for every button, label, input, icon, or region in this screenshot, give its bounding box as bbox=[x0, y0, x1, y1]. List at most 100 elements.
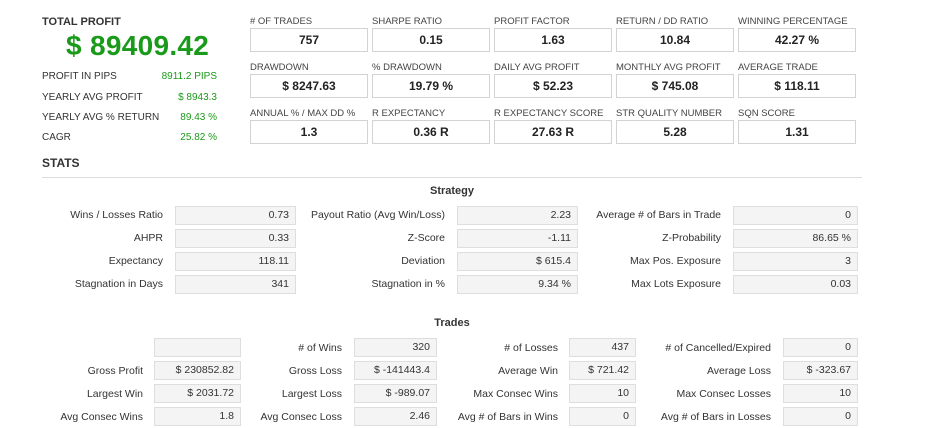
summary-value: 8911.2 PIPS bbox=[161, 71, 217, 82]
metric-value-sqn-score: 1.31 bbox=[738, 120, 856, 144]
trades-label: # of Wins bbox=[298, 342, 342, 354]
strategy-title: Strategy bbox=[429, 185, 475, 197]
trades-value: 1.8 bbox=[154, 407, 241, 426]
trades-value: $ 230852.82 bbox=[154, 361, 241, 380]
strategy-label: Payout Ratio (Avg Win/Loss) bbox=[310, 209, 445, 221]
trades-label: Avg Consec Wins bbox=[60, 411, 143, 423]
strategy-value: 0.33 bbox=[175, 229, 296, 248]
stats-divider bbox=[42, 177, 862, 178]
strategy-label: Wins / Losses Ratio bbox=[70, 209, 163, 221]
strategy-label: Stagnation in % bbox=[371, 278, 445, 290]
strategy-value: 9.34 % bbox=[457, 275, 578, 294]
strategy-label: Z-Score bbox=[407, 232, 445, 244]
trades-value: $ 721.42 bbox=[569, 361, 636, 380]
trades-value: 0 bbox=[569, 407, 636, 426]
strategy-value: 0.03 bbox=[733, 275, 858, 294]
trades-label: Average Win bbox=[498, 365, 558, 377]
summary-label: YEARLY AVG % RETURN bbox=[42, 112, 160, 123]
metric-value-drawdown: $ 8247.63 bbox=[250, 74, 368, 98]
metric-value-str-quality: 5.28 bbox=[616, 120, 734, 144]
stats-title: STATS bbox=[42, 156, 80, 170]
trades-value: 320 bbox=[354, 338, 437, 357]
metric-label: AVERAGE TRADE bbox=[738, 62, 818, 73]
strategy-label: Average # of Bars in Trade bbox=[596, 209, 721, 221]
metric-value-average-trade: $ 118.11 bbox=[738, 74, 856, 98]
metric-value-monthly-avg: $ 745.08 bbox=[616, 74, 734, 98]
trades-label: Avg # of Bars in Wins bbox=[457, 411, 558, 423]
strategy-value: -1.11 bbox=[457, 229, 578, 248]
metric-label: R EXPECTANCY SCORE bbox=[494, 108, 604, 119]
trades-value: $ -989.07 bbox=[354, 384, 437, 403]
trades-label: Gross Loss bbox=[288, 365, 342, 377]
summary-value: $ 8943.3 bbox=[178, 92, 217, 103]
strategy-label: Max Pos. Exposure bbox=[629, 255, 721, 267]
summary-label: CAGR bbox=[42, 132, 71, 143]
metric-label: DAILY AVG PROFIT bbox=[494, 62, 580, 73]
metric-value-r-expectancy-score: 27.63 R bbox=[494, 120, 612, 144]
trades-value bbox=[154, 338, 241, 357]
summary-value: 25.82 % bbox=[180, 132, 217, 143]
strategy-label: Stagnation in Days bbox=[74, 278, 163, 290]
metric-value-annual-maxdd: 1.3 bbox=[250, 120, 368, 144]
metric-label: SHARPE RATIO bbox=[372, 16, 443, 27]
metric-value-r-expectancy: 0.36 R bbox=[372, 120, 490, 144]
metric-value-trades: 757 bbox=[250, 28, 368, 52]
strategy-value: 2.23 bbox=[457, 206, 578, 225]
trades-label: Largest Loss bbox=[281, 388, 342, 400]
summary-value: 89.43 % bbox=[180, 112, 217, 123]
trades-value: 0 bbox=[783, 407, 858, 426]
trades-label: Avg Consec Loss bbox=[260, 411, 342, 423]
metric-label: SQN SCORE bbox=[738, 108, 796, 119]
metric-value-daily-avg: $ 52.23 bbox=[494, 74, 612, 98]
summary-label: YEARLY AVG PROFIT bbox=[42, 92, 143, 103]
trades-value: $ -141443.4 bbox=[354, 361, 437, 380]
total-profit-value: $ 89409.42 bbox=[66, 30, 210, 61]
trades-value: $ -323.67 bbox=[783, 361, 858, 380]
trades-title: Trades bbox=[434, 317, 470, 329]
strategy-value: 0.73 bbox=[175, 206, 296, 225]
metric-label: STR QUALITY NUMBER bbox=[616, 108, 722, 119]
summary-label: PROFIT IN PIPS bbox=[42, 71, 117, 82]
strategy-value: 341 bbox=[175, 275, 296, 294]
metric-value-sharpe: 0.15 bbox=[372, 28, 490, 52]
strategy-value: 86.65 % bbox=[733, 229, 858, 248]
trades-label: Avg # of Bars in Losses bbox=[660, 411, 771, 423]
trades-value: 10 bbox=[569, 384, 636, 403]
trades-value: 2.46 bbox=[354, 407, 437, 426]
metric-value-return-dd: 10.84 bbox=[616, 28, 734, 52]
strategy-value: 0 bbox=[733, 206, 858, 225]
metric-value-pct-drawdown: 19.79 % bbox=[372, 74, 490, 98]
total-profit-label: TOTAL PROFIT bbox=[42, 16, 121, 28]
metric-value-profit-factor: 1.63 bbox=[494, 28, 612, 52]
metric-value-winning-pct: 42.27 % bbox=[738, 28, 856, 52]
metric-label: WINNING PERCENTAGE bbox=[738, 16, 848, 27]
summary-row-cagr: CAGR 25.82 % bbox=[42, 132, 217, 148]
metric-label: R EXPECTANCY bbox=[372, 108, 446, 119]
metric-label: MONTHLY AVG PROFIT bbox=[616, 62, 721, 73]
strategy-label: Deviation bbox=[401, 255, 445, 267]
trades-label: Max Consec Wins bbox=[473, 388, 558, 400]
summary-row-yearly-avg-profit: YEARLY AVG PROFIT $ 8943.3 bbox=[42, 92, 217, 108]
metric-label: ANNUAL % / MAX DD % bbox=[250, 108, 356, 119]
strategy-label: Max Lots Exposure bbox=[631, 278, 721, 290]
strategy-label: Expectancy bbox=[108, 255, 163, 267]
metric-label: RETURN / DD RATIO bbox=[616, 16, 709, 27]
trades-value: $ 2031.72 bbox=[154, 384, 241, 403]
trades-label: Max Consec Losses bbox=[676, 388, 771, 400]
trades-label: Largest Win bbox=[86, 388, 143, 400]
trades-value: 437 bbox=[569, 338, 636, 357]
trades-value: 10 bbox=[783, 384, 858, 403]
summary-row-profit-pips: PROFIT IN PIPS 8911.2 PIPS bbox=[42, 71, 217, 87]
trades-value: 0 bbox=[783, 338, 858, 357]
metric-label: # OF TRADES bbox=[250, 16, 313, 27]
metric-label: % DRAWDOWN bbox=[372, 62, 442, 73]
trades-label: # of Losses bbox=[504, 342, 558, 354]
metric-label: PROFIT FACTOR bbox=[494, 16, 570, 27]
metric-label: DRAWDOWN bbox=[250, 62, 309, 73]
trades-label: Gross Profit bbox=[87, 365, 143, 377]
strategy-value: 3 bbox=[733, 252, 858, 271]
trades-label: Average Loss bbox=[706, 365, 771, 377]
strategy-label: Z-Probability bbox=[662, 232, 721, 244]
trades-label: # of Cancelled/Expired bbox=[665, 342, 771, 354]
strategy-value: $ 615.4 bbox=[457, 252, 578, 271]
